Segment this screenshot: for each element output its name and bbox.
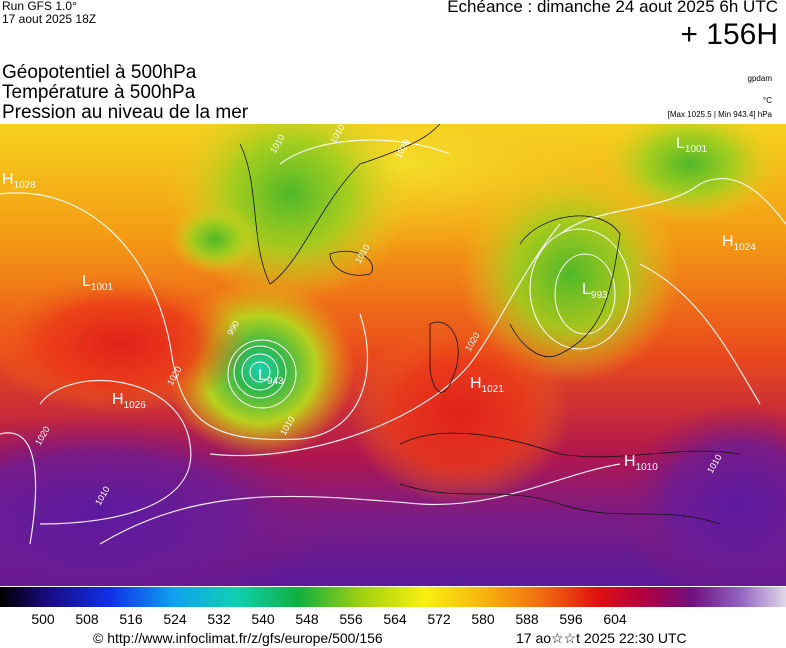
system-pressure: 1010: [636, 462, 659, 473]
system-pressure: 1001: [91, 282, 114, 293]
unit: gpdam: [747, 74, 772, 83]
system-letter: L: [258, 367, 267, 384]
field: Température à 500hPa: [2, 82, 196, 103]
system-letter: H: [722, 233, 734, 250]
unit: [Max 1025.5 | Min 943.4] hPa: [667, 110, 772, 119]
colorbar-tick-label: 508: [75, 611, 99, 627]
pressure-system: H1026: [112, 391, 146, 411]
system-pressure: 1021: [482, 384, 505, 395]
colorbar-tick-label: 572: [427, 611, 451, 627]
colorbar-tick-label: 540: [251, 611, 275, 627]
system-letter: H: [2, 171, 14, 188]
pressure-system: H1021: [470, 375, 504, 395]
system-pressure: 943: [267, 376, 284, 387]
system-letter: H: [112, 391, 124, 408]
colorbar-tick-label: 564: [383, 611, 407, 627]
pressure-system: H1024: [722, 233, 756, 253]
pressure-system: H1028: [2, 171, 36, 191]
lead-time: + 156H: [680, 18, 778, 51]
colorbar-tick-label: 500: [31, 611, 55, 627]
system-pressure: 1001: [685, 144, 708, 155]
echeance: Echéance : dimanche 24 aout 2025 6h UTC: [447, 0, 778, 16]
source: © http://www.infoclimat.fr/z/gfs/europe/…: [93, 630, 383, 646]
generated: 17 ao☆☆t 2025 22:30 UTC: [516, 630, 687, 646]
pressure-system: L1001: [676, 135, 708, 155]
pressure-system: L943: [258, 367, 284, 387]
field: Pression au niveau de la mer: [2, 102, 249, 123]
system-letter: L: [676, 135, 685, 152]
colorbar-tick-label: 588: [515, 611, 539, 627]
system-pressure: 1028: [14, 180, 37, 191]
system-letter: H: [624, 453, 636, 470]
system-letter: H: [470, 375, 482, 392]
colorbar-ticks: 500 508 516 524 532 540 548 556 564 572 580 588 596 6…: [31, 611, 627, 627]
system-letter: L: [82, 273, 91, 290]
colorbar-tick-label: 604: [603, 611, 627, 627]
colorbar-tick-label: 548: [295, 611, 319, 627]
colorbar-tick-label: 524: [163, 611, 187, 627]
colorbar-tick-label: 596: [559, 611, 583, 627]
colorbar-tick-label: 516: [119, 611, 143, 627]
colorbar-tick-label: 580: [471, 611, 495, 627]
colorbar-tick-label: 532: [207, 611, 231, 627]
pressure-system: H1010: [624, 453, 658, 473]
unit: °C: [763, 96, 772, 105]
field: Géopotentiel à 500hPa: [2, 62, 197, 83]
pressure-system: L993: [582, 281, 608, 301]
system-pressure: 1026: [124, 400, 147, 411]
system-pressure: 1024: [734, 242, 757, 253]
pressure-system: L1001: [82, 273, 114, 293]
run: Run GFS 1.0°: [2, 0, 77, 13]
colorbar-tick-label: 556: [339, 611, 363, 627]
system-pressure: 993: [591, 290, 608, 301]
system-letter: L: [582, 281, 591, 298]
colorbar: [0, 587, 786, 607]
run-date: 17 aout 2025 18Z: [2, 12, 97, 26]
